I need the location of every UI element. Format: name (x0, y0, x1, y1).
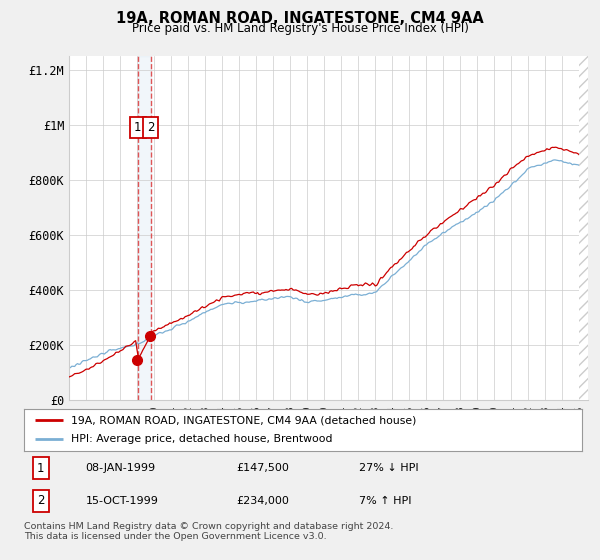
Text: £147,500: £147,500 (236, 464, 289, 473)
Text: 7% ↑ HPI: 7% ↑ HPI (359, 496, 412, 506)
Text: £234,000: £234,000 (236, 496, 289, 506)
Text: 2: 2 (147, 121, 154, 134)
Text: 19A, ROMAN ROAD, INGATESTONE, CM4 9AA (detached house): 19A, ROMAN ROAD, INGATESTONE, CM4 9AA (d… (71, 415, 417, 425)
Text: 2: 2 (37, 494, 44, 507)
Text: 1: 1 (134, 121, 142, 134)
Text: 27% ↓ HPI: 27% ↓ HPI (359, 464, 418, 473)
Text: 15-OCT-1999: 15-OCT-1999 (85, 496, 158, 506)
Bar (138, 56, 151, 400)
Text: 1: 1 (37, 462, 44, 475)
Text: 19A, ROMAN ROAD, INGATESTONE, CM4 9AA: 19A, ROMAN ROAD, INGATESTONE, CM4 9AA (116, 11, 484, 26)
Text: HPI: Average price, detached house, Brentwood: HPI: Average price, detached house, Bren… (71, 435, 333, 445)
Text: Price paid vs. HM Land Registry's House Price Index (HPI): Price paid vs. HM Land Registry's House … (131, 22, 469, 35)
Text: Contains HM Land Registry data © Crown copyright and database right 2024.
This d: Contains HM Land Registry data © Crown c… (24, 522, 394, 542)
Text: 08-JAN-1999: 08-JAN-1999 (85, 464, 155, 473)
